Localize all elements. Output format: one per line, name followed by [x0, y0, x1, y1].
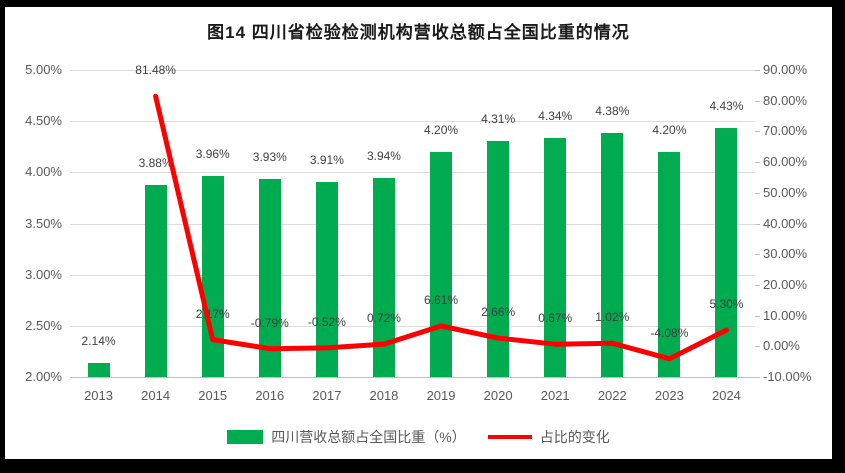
bar	[715, 128, 738, 377]
right-axis-tick	[755, 162, 760, 164]
line-data-label: 1.02%	[595, 310, 630, 325]
bar	[658, 151, 681, 377]
bar	[601, 133, 624, 377]
left-axis-tick-label: 4.00%	[25, 164, 62, 180]
left-axis-tick-label: 2.00%	[25, 369, 62, 384]
right-axis-tick-label: 40.00%	[763, 215, 808, 231]
gridline	[70, 70, 755, 71]
bar	[258, 179, 281, 377]
bar-data-label: 3.88%	[138, 155, 173, 170]
bar-data-label: 2.14%	[81, 333, 116, 348]
right-axis-tick-label: 20.00%	[763, 276, 808, 292]
x-axis-label: 2021	[540, 388, 570, 403]
chart-title: 图14 四川省检验检测机构营收总额占全国比重的情况	[207, 23, 630, 42]
right-axis-tick-label: 30.00%	[763, 246, 808, 262]
right-axis-tick-label: 90.00%	[763, 62, 808, 77]
right-axis-tick-label: 70.00%	[763, 123, 808, 139]
right-axis-tick-label: 0.00%	[763, 338, 800, 354]
right-axis-tick	[755, 315, 760, 317]
right-axis-tick-label: 60.00%	[763, 154, 808, 170]
right-axis-tick-label: 10.00%	[763, 307, 808, 323]
x-axis-label: 2016	[255, 388, 285, 403]
x-axis-label: 2015	[198, 388, 228, 403]
left-axis-tick-label: 2.50%	[25, 317, 62, 333]
line-data-label: 81.48%	[135, 63, 176, 78]
right-axis-tick	[755, 377, 760, 378]
right-axis-tick	[755, 254, 760, 256]
right-axis-tick-label: -10.00%	[763, 369, 812, 384]
line-data-label: -4.08%	[650, 325, 689, 340]
chart-surface: 图14 四川省检验检测机构营收总额占全国比重的情况 5.00% 4.50% 4.00…	[5, 7, 832, 459]
legend: 四川营收总额占全国比重（%） 占比的变化	[5, 427, 832, 447]
x-axis-label: 2023	[654, 388, 684, 403]
gridline	[70, 172, 755, 174]
bar-data-label: 4.31%	[481, 111, 516, 126]
x-axis-label: 2019	[426, 388, 456, 403]
gridline	[70, 223, 755, 225]
left-axis-tick-label: 4.50%	[25, 113, 62, 129]
bar-data-label: 4.20%	[424, 122, 459, 137]
bar-series-label: 四川营收总额占全国比重（%）	[271, 429, 466, 445]
right-axis-tick	[755, 192, 760, 194]
right-axis-tick-label: 80.00%	[763, 92, 808, 108]
legend-item-bar-series: 四川营收总额占全国比重（%）	[227, 427, 466, 447]
right-axis-tick	[755, 70, 760, 71]
bar-series-swatch-icon	[227, 430, 264, 444]
line-series-label: 占比的变化	[539, 429, 610, 445]
legend-item-line-series: 占比的变化	[487, 427, 610, 447]
line-data-label: 0.72%	[366, 311, 401, 326]
line-data-label: 5.30%	[709, 297, 744, 312]
right-axis-tick	[755, 100, 760, 102]
bar-data-label: 4.34%	[538, 108, 573, 123]
right-axis-tick	[755, 284, 760, 286]
right-axis-tick	[755, 223, 760, 225]
bar-data-label: 4.43%	[709, 99, 744, 114]
bar-data-label: 3.96%	[195, 147, 230, 162]
x-axis-label: 2013	[84, 388, 113, 403]
bar	[201, 176, 224, 377]
bar	[544, 137, 567, 377]
bar-data-label: 3.94%	[366, 149, 401, 164]
x-axis-line	[70, 377, 757, 378]
x-axis-label: 2017	[312, 388, 342, 403]
left-axis-tick-label: 5.00%	[25, 62, 62, 77]
line-series-swatch-icon	[487, 435, 532, 439]
x-axis-label: 2014	[141, 388, 171, 403]
left-axis-tick-label: 3.00%	[25, 266, 62, 282]
x-axis-label: 2022	[597, 388, 627, 403]
bar-data-label: 3.93%	[252, 150, 287, 165]
bar	[372, 178, 395, 377]
plot-area: 5.00% 4.50% 4.00% 3.50% 3.00% 2.50% 2.00% 90.00…	[5, 7, 832, 459]
bar-data-label: 3.91%	[309, 152, 344, 167]
bar-data-label: 4.20%	[652, 122, 687, 137]
bar	[487, 140, 510, 377]
left-axis-tick-label: 3.50%	[25, 215, 62, 231]
x-axis-label: 2020	[483, 388, 513, 403]
bar-data-label: 4.38%	[595, 104, 630, 119]
bar	[430, 151, 453, 377]
bar	[315, 181, 338, 377]
right-axis-tick	[755, 346, 760, 348]
right-axis-tick	[755, 131, 760, 133]
x-axis-label: 2024	[711, 388, 741, 403]
x-axis-label: 2018	[369, 388, 399, 403]
bar	[144, 184, 167, 377]
bar	[87, 362, 110, 377]
gridline	[70, 274, 755, 276]
right-axis-tick-label: 50.00%	[763, 184, 808, 200]
